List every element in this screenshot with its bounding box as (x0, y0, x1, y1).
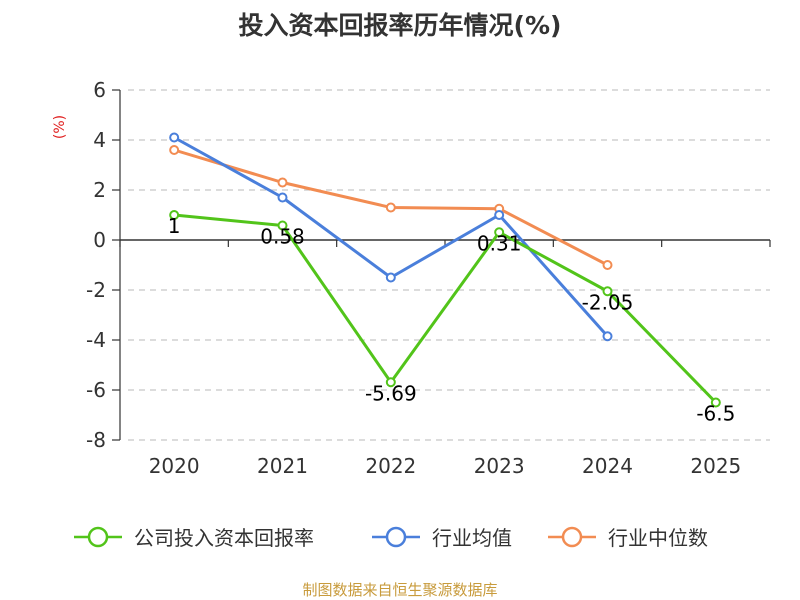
y-axis-unit: (%) (52, 115, 68, 139)
legend-item[interactable]: 行业均值 (372, 526, 512, 550)
data-point (385, 377, 396, 388)
data-point (169, 210, 180, 220)
data-point (602, 260, 613, 270)
x-tick-label: 2020 (149, 454, 200, 478)
gridlines (128, 89, 770, 441)
x-tick-label: 2023 (474, 454, 525, 478)
y-tick-label: 0 (93, 228, 106, 252)
y-tick-label: -8 (86, 428, 106, 452)
legend-marker (87, 526, 109, 548)
data-point (385, 272, 396, 283)
y-tick-label: 6 (93, 78, 106, 102)
data-label: 0.58 (260, 225, 305, 249)
legend-label: 公司投入资本回报率 (134, 526, 314, 550)
y-tick-label: -2 (86, 278, 106, 302)
data-point (602, 286, 613, 297)
legend-item[interactable]: 行业中位数 (548, 526, 708, 550)
series-lines (169, 132, 721, 408)
data-point (385, 202, 396, 213)
legend-marker (385, 526, 407, 548)
legend-label: 行业中位数 (608, 526, 708, 550)
series-line (174, 213, 717, 404)
x-tick-label: 2024 (582, 454, 633, 478)
x-tick-label: 2025 (690, 454, 741, 478)
axes: 6 4 2 0 -2 -4 -6 -8 2020 2021 2022 2023 2024 2025 (%) (52, 78, 771, 478)
data-point (710, 397, 721, 408)
source-note: 制图数据来自恒生聚源数据库 (302, 581, 497, 599)
data-point (494, 210, 505, 220)
y-tick-label: 2 (93, 178, 106, 202)
x-tick-label: 2022 (365, 454, 416, 478)
data-point (277, 177, 288, 188)
data-point (494, 227, 505, 238)
series-line (173, 136, 609, 338)
y-tick-label: -6 (86, 378, 106, 402)
data-point (277, 192, 288, 203)
data-labels: 1 0.58 -5.69 0.31 -2.05 -6.5 (168, 214, 736, 426)
chart-title: 投入资本回报率历年情况(%) (239, 11, 562, 40)
legend-marker (561, 526, 583, 548)
data-label: 0.31 (477, 231, 522, 255)
data-point (277, 220, 288, 231)
data-label: -5.69 (365, 381, 417, 405)
data-label: -2.05 (582, 290, 634, 314)
y-tick-label: 4 (93, 128, 106, 152)
data-point (169, 132, 180, 143)
legend-label: 行业均值 (432, 526, 512, 550)
data-point (169, 145, 180, 155)
series-industry-mean (169, 132, 613, 342)
x-tick-label: 2021 (257, 454, 308, 478)
data-label: 1 (168, 214, 181, 238)
data-point (602, 331, 613, 342)
series-industry-median (169, 145, 613, 270)
y-tick-label: -4 (86, 328, 106, 352)
legend-item[interactable]: 公司投入资本回报率 (74, 526, 314, 550)
data-label: -6.5 (696, 402, 735, 426)
legend[interactable]: 公司投入资本回报率 行业均值 行业中位数 (74, 526, 708, 550)
series-company (169, 210, 721, 408)
